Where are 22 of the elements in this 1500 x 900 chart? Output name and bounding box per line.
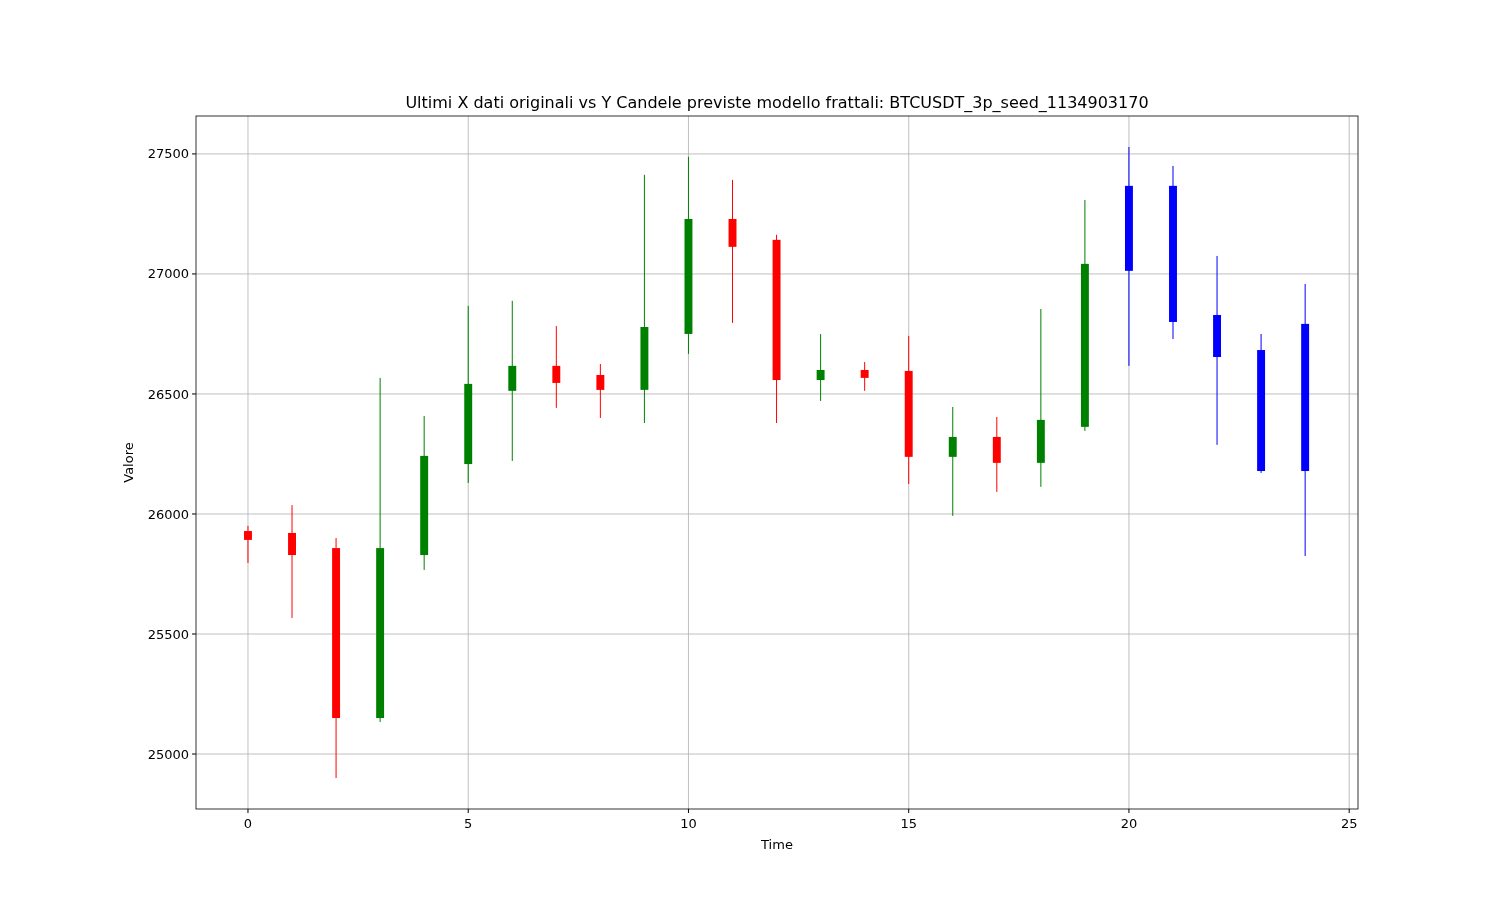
y-axis-title: Valore [121,442,136,483]
x-tick-label: 25 [1340,816,1358,831]
y-tick-label: 25000 [147,746,189,762]
y-tick-label: 27000 [147,266,189,282]
candlestick [288,504,296,619]
chart-title: Ultimi X dati originali vs Y Candele previste modello frattali: BTCUSDT_3p_seed_1134903170 [405,93,1149,113]
candlestick [816,333,825,402]
x-tick-label: 5 [464,816,473,831]
x-axis-title: Time [760,837,793,852]
candlestick [860,361,869,392]
y-tick-label: 27500 [147,146,189,162]
x-tick-label: 0 [243,816,253,831]
y-tick-label: 26500 [147,386,189,402]
x-tick-label: 15 [900,816,917,831]
candlestick [552,325,561,409]
x-tick-label: 10 [680,816,697,831]
x-tick-label: 20 [1120,816,1138,831]
candlestick [596,363,605,419]
y-tick-label: 26000 [147,506,189,522]
candlestick [948,406,957,517]
candlestick [244,525,252,564]
y-tick-label: 25500 [147,626,189,642]
